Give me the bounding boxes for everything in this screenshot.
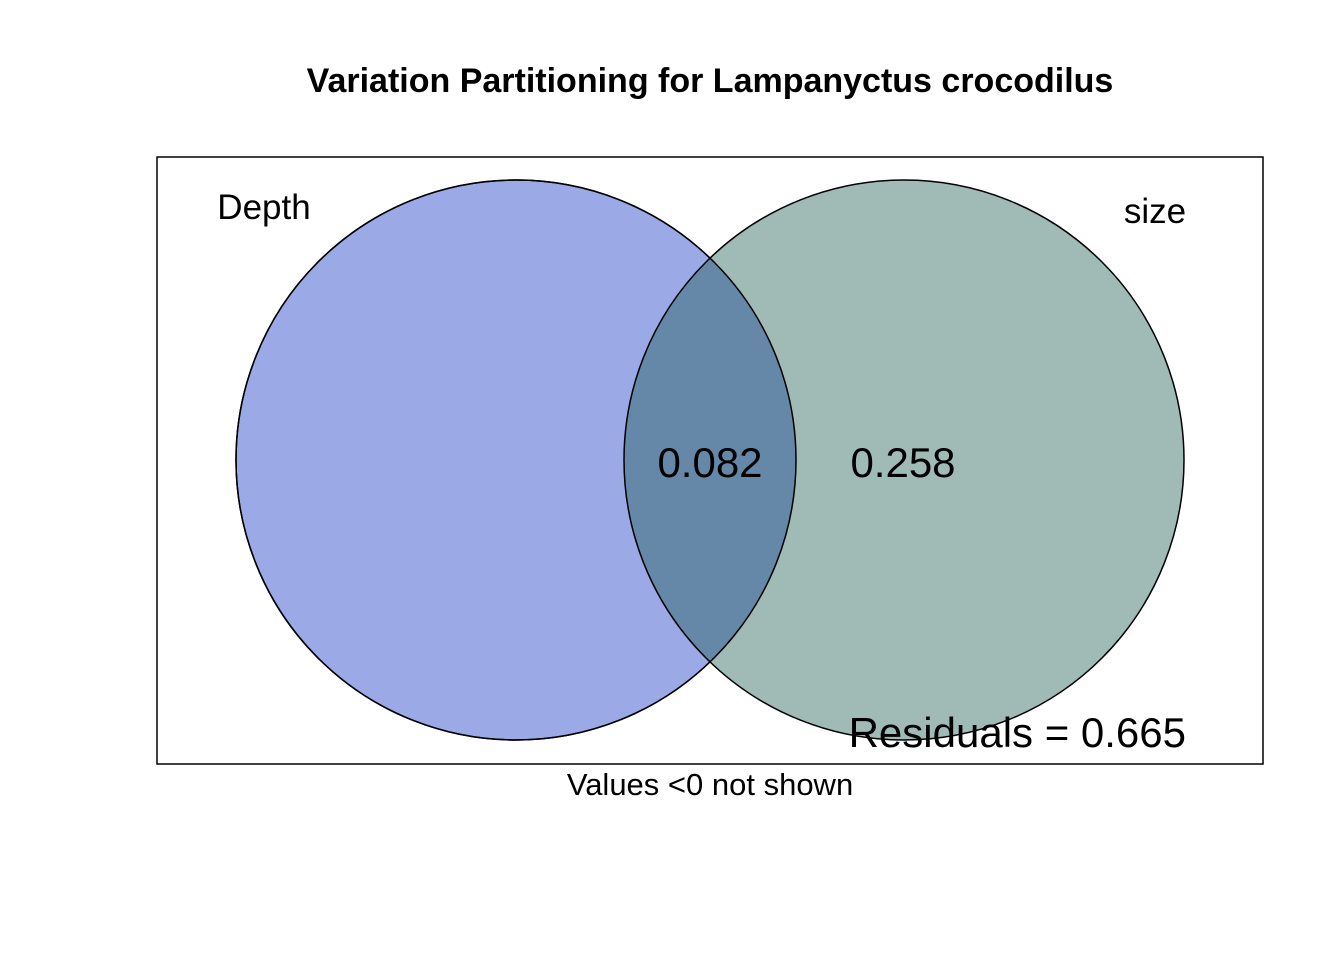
size-circle-outline	[623, 179, 1185, 741]
plot-frame	[156, 156, 1264, 765]
chart-title: Variation Partitioning for Lampanyctus c…	[307, 62, 1114, 100]
depth-set-label: Depth	[217, 188, 310, 227]
size-only-value-label: 0.258	[850, 439, 955, 486]
negative-values-note: Values <0 not shown	[567, 767, 853, 802]
size-circle	[624, 180, 1184, 740]
size-set-label: size	[1124, 192, 1186, 231]
residuals-label: Residuals = 0.665	[849, 709, 1186, 756]
depth-circle-outline	[235, 179, 797, 741]
shared-value-label: 0.082	[657, 439, 762, 486]
